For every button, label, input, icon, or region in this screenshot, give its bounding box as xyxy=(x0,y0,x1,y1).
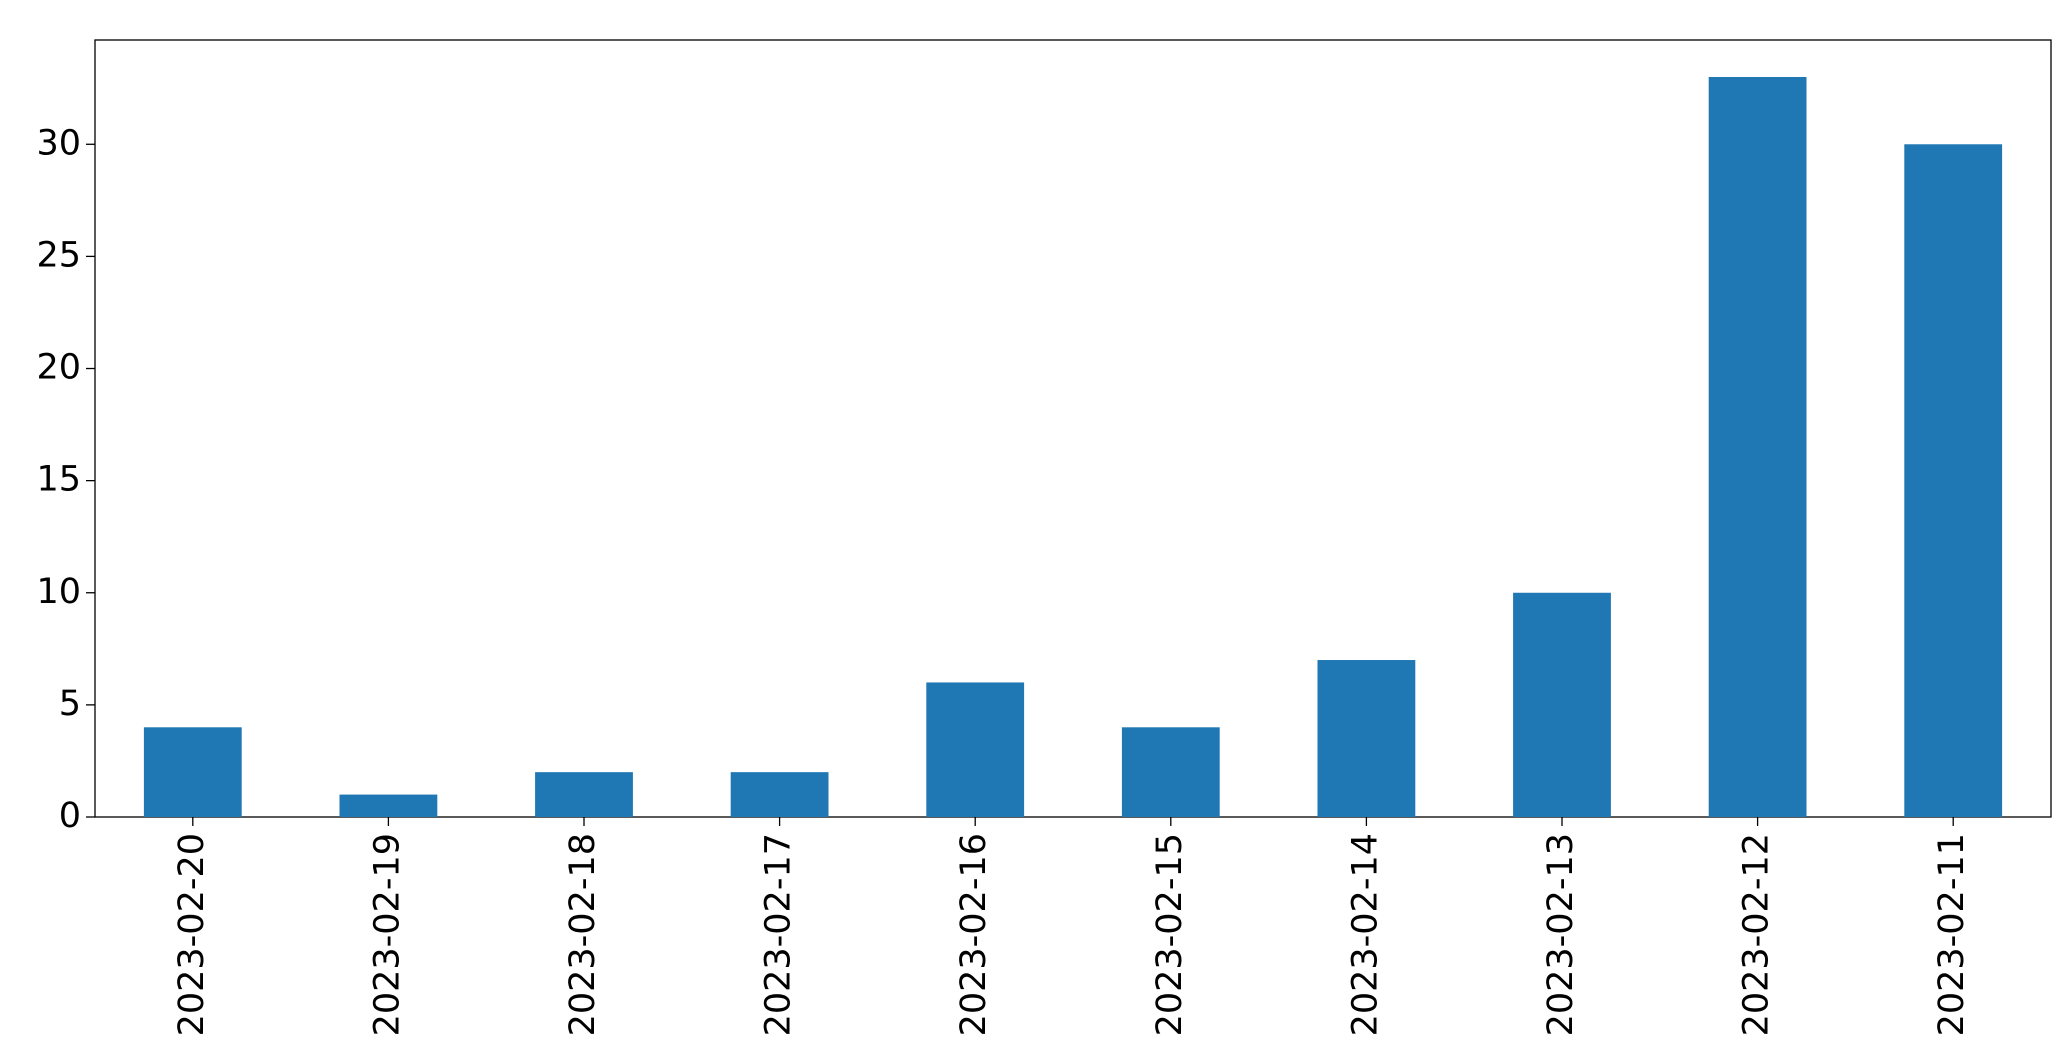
bar xyxy=(1708,77,1807,817)
bar xyxy=(1513,592,1611,817)
y-tick-label: 0 xyxy=(59,796,81,836)
y-tick-label: 20 xyxy=(36,348,81,388)
bar xyxy=(339,794,438,817)
x-tick-label: 2023-02-20 xyxy=(172,833,212,1036)
bar xyxy=(1121,727,1220,817)
bar xyxy=(1904,144,2003,818)
bar xyxy=(143,727,242,817)
axes-frame xyxy=(94,39,2052,818)
x-tick-label: 2023-02-14 xyxy=(1345,833,1385,1036)
x-tick-label: 2023-02-16 xyxy=(954,833,994,1036)
x-tick-label: 2023-02-17 xyxy=(759,833,799,1036)
bar xyxy=(730,772,829,817)
y-tick-label: 15 xyxy=(36,460,81,500)
y-tick-label: 30 xyxy=(36,123,81,163)
x-tick-label: 2023-02-11 xyxy=(1932,833,1972,1036)
y-tick-label: 10 xyxy=(36,572,81,612)
x-tick-label: 2023-02-19 xyxy=(367,833,407,1036)
y-tick-label: 5 xyxy=(59,684,81,724)
x-tick-label: 2023-02-12 xyxy=(1737,833,1777,1036)
bar xyxy=(926,682,1025,817)
x-tick-label: 2023-02-13 xyxy=(1541,833,1581,1036)
x-tick-label: 2023-02-15 xyxy=(1150,833,1190,1036)
bar xyxy=(1317,660,1416,817)
y-tick-label: 25 xyxy=(36,235,81,275)
x-tick-label: 2023-02-18 xyxy=(563,833,603,1036)
bar xyxy=(535,772,633,817)
